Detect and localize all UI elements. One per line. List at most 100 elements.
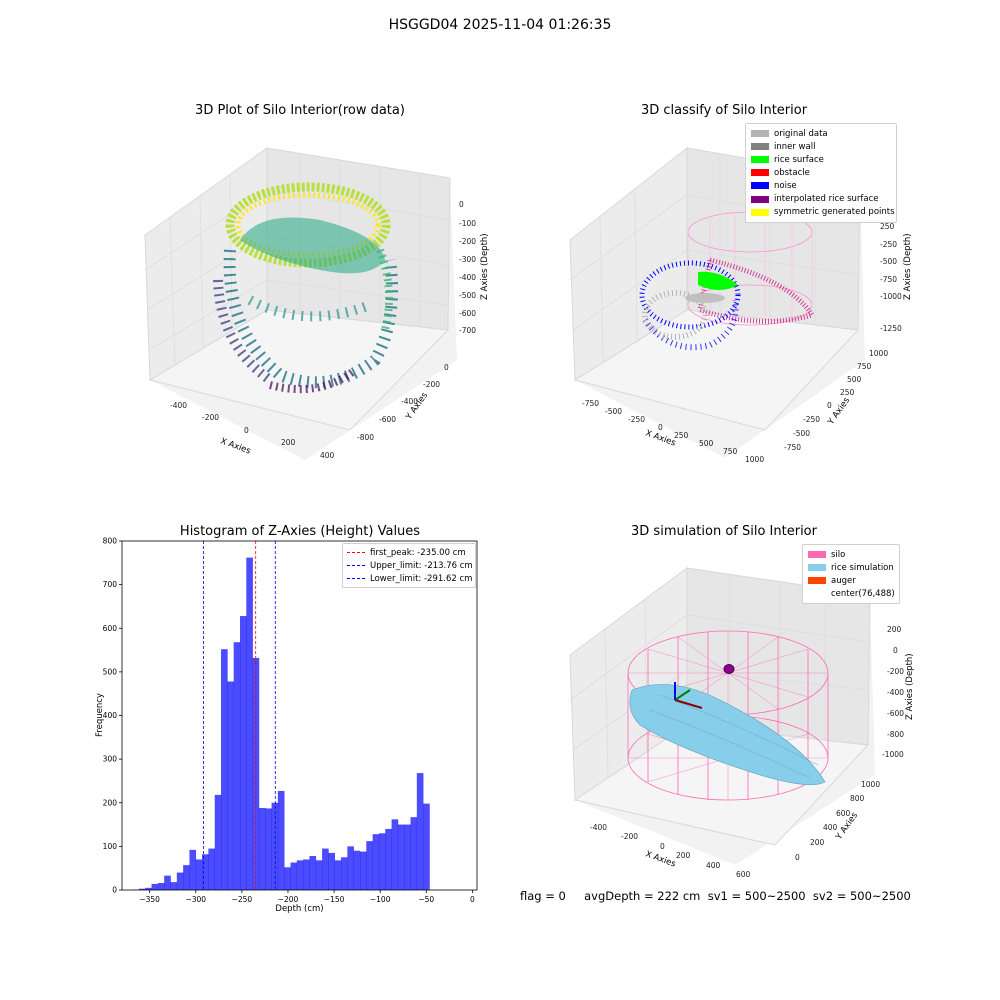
- raw-z-tick: -700: [459, 326, 476, 335]
- simulation-z-tick: -1000: [882, 750, 904, 759]
- histogram-x-tick-label: −150: [324, 895, 345, 904]
- simulation-z-tick: -400: [887, 688, 904, 697]
- histogram-bar: [170, 882, 178, 890]
- simulation-x-tick: -200: [621, 832, 638, 841]
- histogram-bar: [214, 794, 222, 890]
- histogram-reference-lines: [203, 541, 276, 890]
- legend-item-auger: auger: [808, 574, 894, 587]
- classify-z-tick: -500: [880, 257, 897, 266]
- legend-swatch-symmetric: [751, 208, 769, 216]
- raw-x-tick: 200: [281, 438, 296, 447]
- legend-label: silo: [831, 549, 846, 560]
- histogram-bar: [157, 883, 165, 890]
- histogram-bar: [208, 848, 216, 890]
- raw-x-tick: -400: [170, 401, 187, 410]
- classify-x-tick: 1000: [745, 455, 764, 464]
- classify-y-tick: 750: [857, 362, 872, 371]
- simulation-y-tick: 800: [850, 794, 865, 803]
- classify-x-tick: -750: [582, 399, 599, 408]
- legend-label: obstacle: [774, 167, 810, 178]
- simulation-y-tick: 1000: [861, 780, 880, 789]
- histogram-x-tick-label: −350: [139, 895, 160, 904]
- classify-y-tick: 0: [827, 401, 832, 410]
- legend-swatch-center: [808, 590, 826, 597]
- raw-y-tick: -600: [379, 415, 396, 424]
- simulation-z-tick: 0: [893, 646, 898, 655]
- legend-item-center: center(76,488): [808, 587, 895, 600]
- histogram-bar: [290, 862, 298, 890]
- histogram-bars: [132, 557, 430, 890]
- histogram-bar: [221, 649, 228, 890]
- legend-label: Upper_limit: -213.76 cm: [370, 560, 473, 571]
- legend-item-upper-limit: Upper_limit: -213.76 cm: [347, 559, 473, 572]
- histogram-bar: [189, 849, 197, 890]
- raw-3d-plot: -400 -200 0 200 400 0 -200 -400 -600 -80…: [144, 147, 490, 460]
- histogram-bar: [328, 852, 336, 890]
- legend-label: center(76,488): [831, 588, 895, 599]
- histogram-x-tick-label: −50: [418, 895, 434, 904]
- legend-label: auger: [831, 575, 856, 586]
- histogram-y-tick-label: 500: [103, 667, 118, 676]
- legend-swatch-interpolated: [751, 195, 769, 203]
- classify-y-tick: -500: [793, 429, 810, 438]
- histogram-bar: [271, 802, 279, 890]
- histogram-bar: [233, 642, 241, 890]
- histogram-bar: [164, 875, 171, 890]
- histogram-bar: [309, 855, 317, 890]
- classify-x-tick: -250: [628, 415, 645, 424]
- legend-label: symmetric generated points: [774, 207, 895, 218]
- histogram-bar: [246, 557, 253, 890]
- raw-z-tick: -600: [459, 309, 476, 318]
- legend-item-rice-surface: rice surface: [751, 153, 891, 166]
- simulation-z-tick: -200: [887, 667, 904, 676]
- simulation-z-tick: -800: [887, 730, 904, 739]
- histogram-bar: [404, 824, 411, 890]
- histogram-bar: [145, 887, 152, 890]
- simulation-rice-surface: [629, 684, 826, 786]
- legend-swatch-original-data: [751, 130, 769, 138]
- legend-item-silo: silo: [808, 548, 894, 561]
- histogram-bar: [391, 819, 399, 890]
- histogram-bar: [385, 828, 392, 890]
- raw-x-tick: -200: [202, 413, 219, 422]
- classify-3d-plot: -750 -500 -250 0 250 500 750 1000 -750 -…: [569, 146, 913, 464]
- histogram-y-tick-label: 600: [103, 624, 118, 633]
- raw-y-tick: 0: [444, 363, 449, 372]
- legend-line-first-peak: [347, 552, 365, 554]
- raw-axis-ticks: -400 -200 0 200 400 0 -200 -400 -600 -80…: [170, 200, 476, 460]
- histogram-bar: [227, 681, 234, 890]
- simulation-y-tick: 200: [810, 838, 825, 847]
- legend-line-lower-limit: [347, 578, 365, 580]
- classify-z-tick: -1250: [880, 324, 902, 333]
- legend-swatch-silo: [808, 551, 826, 559]
- legend-swatch-inner-wall: [751, 143, 769, 151]
- legend-label: original data: [774, 128, 828, 139]
- histogram-y-tick-label: 100: [103, 842, 118, 851]
- classify-legend: original data inner wall rice surface ob…: [745, 123, 897, 223]
- legend-label: inner wall: [774, 141, 816, 152]
- auger-marker: [723, 664, 735, 674]
- legend-item-obstacle: obstacle: [751, 166, 891, 179]
- figure-title: HSGGD04 2025-11-04 01:26:35: [388, 17, 612, 33]
- legend-line-upper-limit: [347, 565, 365, 567]
- raw-y-tick: -400: [401, 397, 418, 406]
- histogram-bar: [378, 833, 386, 890]
- simulation-x-tick: 0: [660, 842, 665, 851]
- legend-swatch-auger: [808, 577, 826, 585]
- histogram-title: Histogram of Z-Axies (Height) Values: [179, 524, 421, 539]
- classify-x-tick: 500: [699, 439, 714, 448]
- histogram-bar: [265, 808, 272, 890]
- histogram-bar: [296, 860, 304, 890]
- simulation-axis-ticks: -400 -200 0 200 400 600 0 200 400 600 80…: [590, 625, 904, 879]
- histogram-y-tick-label: 0: [112, 886, 117, 895]
- histogram-y-tick-label: 300: [103, 755, 118, 764]
- histogram-bar: [151, 883, 159, 890]
- legend-item-inner-wall: inner wall: [751, 140, 891, 153]
- histogram-bar: [138, 888, 146, 890]
- classify-point-cloud: [639, 260, 741, 351]
- histogram-bar: [341, 857, 348, 890]
- raw-z-tick: -500: [459, 291, 476, 300]
- status-line: flag = 0 avgDepth = 222 cm sv1 = 500~250…: [520, 889, 911, 903]
- histogram-y-tick-label: 800: [103, 537, 118, 546]
- histogram-bar: [359, 851, 367, 890]
